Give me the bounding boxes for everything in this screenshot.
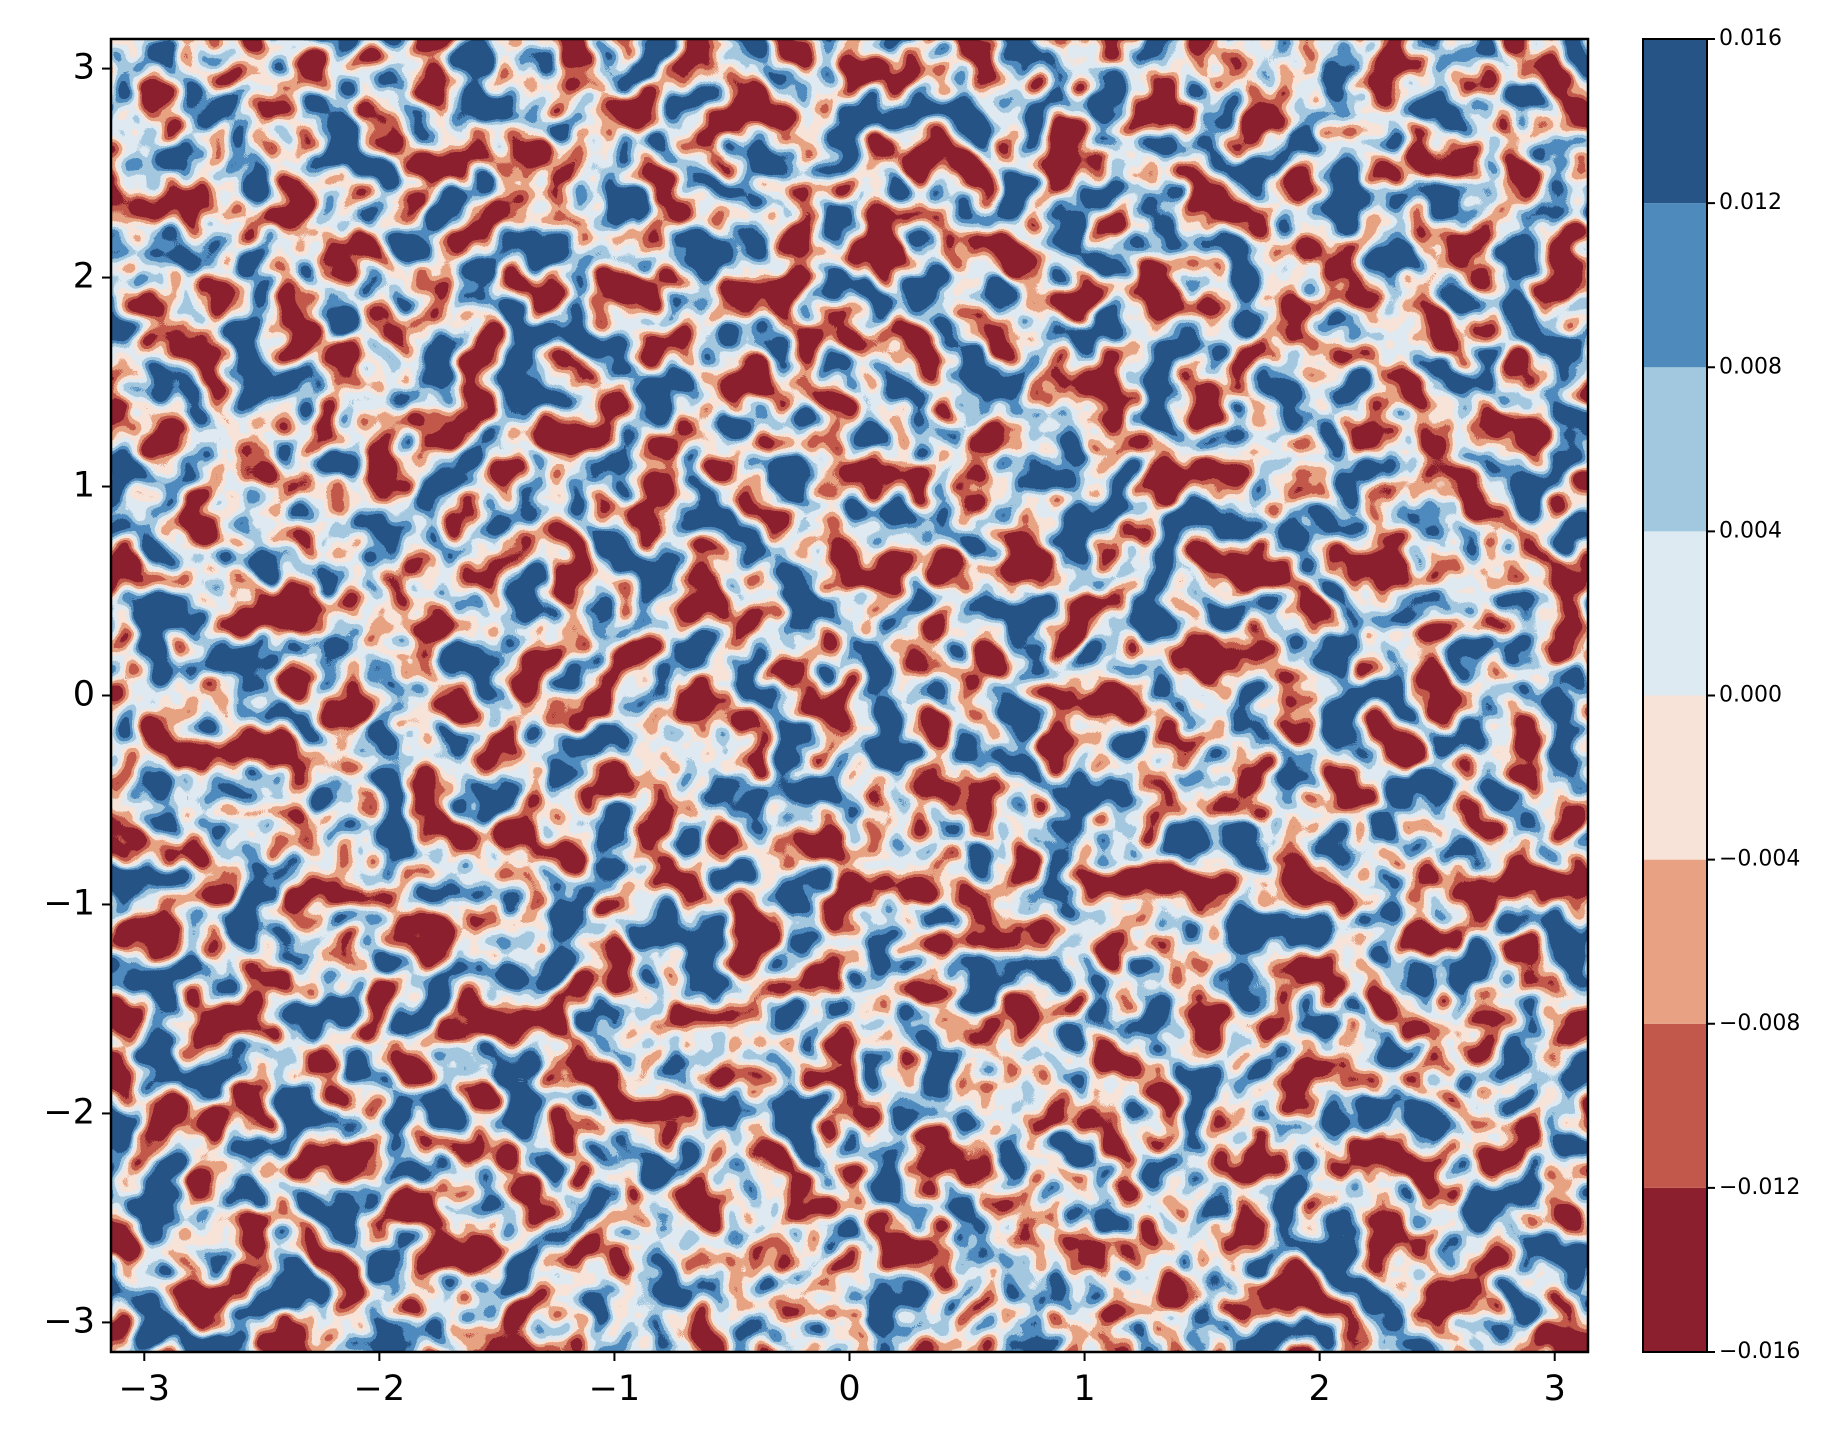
y-tick-label: 2	[73, 257, 95, 297]
colorbar-tick-label: −0.004	[1719, 847, 1800, 872]
colorbar-band	[1643, 39, 1707, 204]
colorbar-tick-label: −0.008	[1719, 1011, 1800, 1036]
y-tick-label: −2	[43, 1092, 95, 1132]
x-tick-label: 1	[1073, 1369, 1095, 1409]
contour-field	[111, 39, 1588, 1352]
y-tick-label: 1	[73, 466, 95, 506]
colorbar-tick-label: 0.012	[1719, 190, 1782, 215]
x-tick-label: −2	[354, 1369, 406, 1409]
colorbar-tick-label: 0.000	[1719, 683, 1782, 708]
x-tick-label: 2	[1309, 1369, 1331, 1409]
colorbar-tick-label: −0.012	[1719, 1175, 1800, 1200]
colorbar-tick-label: 0.004	[1719, 518, 1782, 543]
colorbar-band	[1643, 367, 1707, 532]
y-tick-label: −1	[43, 883, 95, 923]
x-tick-label: 0	[838, 1369, 860, 1409]
colorbar-band	[1643, 1023, 1707, 1188]
x-tick-label: 3	[1544, 1369, 1566, 1409]
colorbar-band	[1643, 1187, 1707, 1352]
colorbar-tick-label: 0.008	[1719, 354, 1782, 379]
x-tick-label: −3	[118, 1369, 170, 1409]
colorbar-band	[1643, 695, 1707, 860]
colorbar-band	[1643, 203, 1707, 368]
x-tick-label: −1	[589, 1369, 641, 1409]
colorbar-tick-label: −0.016	[1719, 1339, 1800, 1364]
y-tick-label: 0	[73, 675, 95, 715]
y-tick-label: −3	[43, 1301, 95, 1341]
colorbar-band	[1643, 531, 1707, 696]
colorbar-tick-label: 0.016	[1719, 26, 1782, 51]
y-tick-label: 3	[73, 48, 95, 88]
colorbar-band	[1643, 859, 1707, 1024]
